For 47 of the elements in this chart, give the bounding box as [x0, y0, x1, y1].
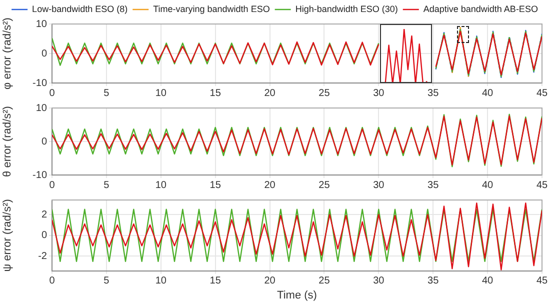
x-tick-label: 15 [210, 276, 222, 287]
x-tick-label: 25 [318, 180, 330, 191]
x-tick-label: 10 [155, 276, 167, 287]
x-tick-label: 35 [428, 276, 440, 287]
y-tick-label: 0 [41, 230, 48, 242]
x-tick-label: 10 [155, 180, 167, 191]
x-tick-label: 30 [373, 180, 385, 191]
y-tick-label: 0 [41, 48, 48, 60]
y-tick-label: 10 [36, 102, 48, 114]
x-tick-label: 0 [49, 180, 56, 191]
x-tick-label: 5 [104, 180, 110, 191]
x-tick-label: 20 [264, 180, 276, 191]
x-tick-label: 0 [49, 276, 56, 287]
legend-label: Low-bandwidth ESO (8) [32, 4, 128, 14]
x-axis-title: Time (s) [277, 289, 317, 302]
y-axis-title: ψ error (rad/s²) [2, 199, 14, 272]
y-tick-label: 0 [41, 136, 48, 148]
x-tick-label: 45 [536, 276, 548, 287]
x-tick-label: 20 [264, 276, 276, 287]
x-tick-label: 40 [482, 180, 494, 191]
x-tick-label: 35 [428, 88, 440, 99]
legend-label: High-bandwidth ESO (30) [295, 4, 398, 14]
x-tick-label: 5 [104, 276, 110, 287]
x-tick-label: 45 [536, 180, 548, 191]
x-tick-label: 10 [155, 88, 167, 99]
y-axis-title: θ error (rad/s²) [2, 106, 14, 177]
x-tick-label: 45 [536, 88, 548, 99]
legend-label: Time-varying bandwidth ESO [153, 4, 270, 14]
x-tick-label: 30 [373, 276, 385, 287]
x-tick-label: 30 [373, 88, 385, 99]
x-tick-label: 40 [482, 88, 494, 99]
y-tick-label: 2 [41, 209, 48, 220]
y-tick-label: 10 [36, 18, 48, 30]
y-tick-label: -10 [32, 78, 48, 89]
y-axis-title: φ error (rad/s²) [2, 18, 14, 90]
legend-label: Adaptive bandwidth AB-ESO [423, 4, 538, 14]
x-tick-label: 5 [104, 88, 110, 99]
x-tick-label: 35 [428, 180, 440, 191]
y-tick-label: -2 [38, 250, 48, 262]
x-tick-label: 25 [318, 88, 330, 99]
x-tick-label: 15 [210, 88, 222, 99]
x-tick-label: 20 [264, 88, 276, 99]
y-tick-label: -10 [32, 170, 48, 181]
x-tick-label: 0 [49, 88, 56, 99]
x-tick-label: 25 [318, 276, 330, 287]
x-tick-label: 40 [482, 276, 494, 287]
x-tick-label: 15 [210, 180, 222, 191]
